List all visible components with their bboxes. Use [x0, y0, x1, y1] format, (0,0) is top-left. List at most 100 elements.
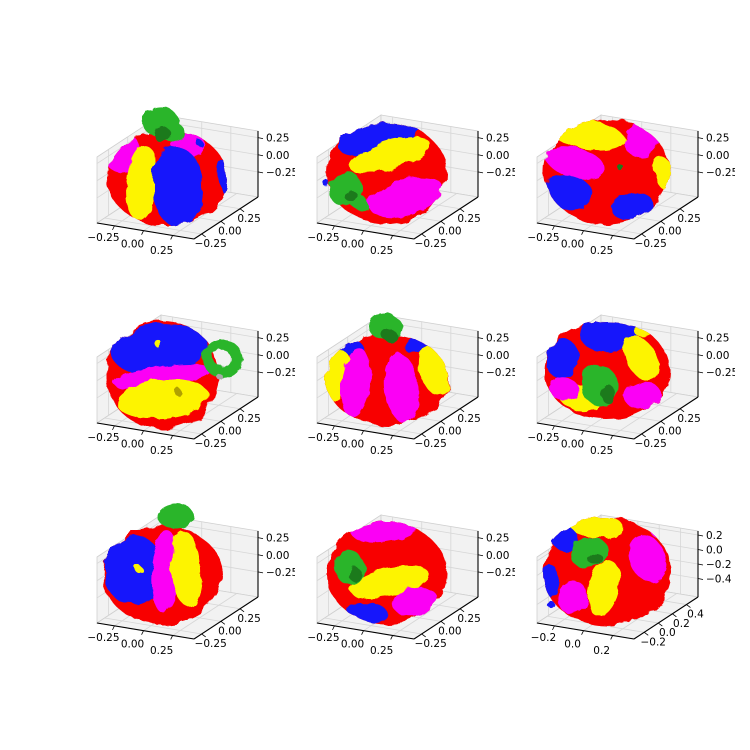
tick-mark: [697, 171, 704, 174]
tick-label: 0.25: [237, 613, 260, 625]
tick-label: 0.0: [564, 639, 581, 651]
grid-line: [324, 417, 422, 435]
tick-mark: [697, 154, 704, 157]
tick-mark: [477, 154, 484, 157]
grid-line: [104, 617, 202, 635]
tick-label: 0.00: [438, 225, 461, 237]
y-axis-spine: [413, 196, 479, 240]
tick-mark: [257, 154, 264, 157]
tick-mark: [477, 537, 484, 539]
tick-mark: [459, 208, 465, 213]
tick-mark: [610, 435, 614, 440]
tick-label: 0.25: [266, 333, 289, 345]
tick-label: 0.25: [590, 245, 613, 257]
tick-label: 0.00: [121, 639, 144, 651]
axis-spines: [316, 531, 479, 640]
tick-label: 0.25: [266, 533, 289, 545]
grid-line: [104, 217, 202, 235]
tick-mark: [459, 408, 465, 413]
tick-mark: [581, 230, 584, 235]
tick-label: −0.25: [307, 432, 339, 444]
tick-label: 0.25: [677, 413, 700, 425]
stem-patch: [345, 190, 357, 202]
tick-label: −0.25: [307, 632, 339, 644]
tick-mark: [440, 621, 446, 625]
segment-patch: [625, 382, 661, 410]
tick-mark: [686, 604, 691, 608]
tick-label: 0.00: [706, 350, 729, 362]
x-axis-spine: [536, 422, 635, 440]
tick-label: −0.2: [531, 632, 557, 644]
tick-mark: [552, 625, 555, 631]
segment-patch: [171, 531, 202, 607]
tick-mark: [697, 534, 704, 537]
tick-label: 0.0: [706, 544, 723, 556]
tick-label: 0.00: [438, 625, 461, 637]
tick-mark: [697, 371, 704, 374]
tick-label: 0.00: [486, 350, 509, 362]
plot3d-svg: −0.250.000.250.250.00−0.250.250.00−0.25: [307, 114, 515, 257]
tick-label: 0.4: [687, 609, 704, 621]
tick-mark: [477, 354, 484, 357]
tick-mark: [697, 137, 704, 139]
grid-line: [324, 217, 422, 235]
axis-spines: [96, 531, 259, 640]
segment-patch: [623, 336, 660, 381]
tick-mark: [201, 633, 206, 638]
segment-patch: [339, 122, 423, 157]
tick-mark: [610, 235, 614, 240]
tick-mark: [658, 622, 663, 627]
tick-mark: [477, 554, 484, 557]
segment-patch: [544, 146, 607, 180]
tick-label: −0.25: [266, 367, 295, 379]
tick-mark: [170, 435, 174, 440]
tick-label: 0.00: [218, 225, 241, 237]
stem-patch: [587, 552, 603, 565]
tick-mark: [257, 371, 264, 374]
tick-label: 0.25: [150, 445, 173, 457]
subplot-grid: −0.25 0.00 0.25 0.25 0.00 −0.25 0.25 0.00 −0.25 …: [75, 95, 735, 695]
axis-spines: [536, 131, 699, 240]
plot3d-svg: −0.250.000.250.250.00−0.250.250.00−0.25: [307, 313, 515, 457]
tick-label: 0.00: [561, 239, 584, 251]
segment-patch: [557, 581, 588, 614]
outlier-point: [173, 387, 182, 396]
tick-mark: [610, 635, 614, 640]
tick-label: −0.25: [266, 167, 295, 179]
tick-mark: [697, 354, 704, 357]
plot3d-svg: −0.20.00.20.40.20.0−0.20.20.0−0.2−0.4: [531, 514, 732, 657]
tick-mark: [220, 221, 226, 225]
tick-mark: [201, 233, 206, 238]
pumpkin-cloud: [105, 321, 242, 429]
tick-label: −0.25: [527, 232, 559, 244]
segment-patch: [546, 339, 578, 378]
tick-labels: −0.20.00.20.40.20.0−0.20.20.0−0.2−0.4: [531, 530, 732, 657]
pumpkin-cloud: [327, 522, 447, 625]
tick-mark: [477, 171, 484, 174]
tick-mark: [641, 233, 646, 238]
tick-mark: [361, 430, 364, 435]
tick-labels: −0.250.000.250.250.00−0.250.250.00−0.25: [87, 533, 295, 658]
tick-mark: [697, 549, 704, 551]
tick-label: 0.00: [121, 239, 144, 251]
tick-label: 0.25: [150, 645, 173, 657]
y-axis-spine: [633, 196, 699, 240]
plot3d-svg: −0.250.000.250.250.00−0.250.250.00−0.25: [527, 114, 735, 257]
tick-label: −0.25: [266, 567, 295, 579]
tick-label: 0.00: [341, 639, 364, 651]
tick-mark: [552, 425, 555, 431]
tick-labels: −0.250.000.250.250.00−0.250.250.00−0.25: [87, 133, 295, 258]
tick-mark: [141, 630, 144, 635]
plot3d-svg: −0.250.000.250.250.00−0.250.250.00−0.25: [307, 514, 515, 657]
tick-label: 0.25: [486, 533, 509, 545]
segment-patch: [351, 522, 420, 543]
tick-mark: [660, 421, 666, 425]
segment-patch: [340, 348, 371, 417]
x-axis-spine: [316, 222, 415, 240]
tick-label: 0.25: [706, 333, 729, 345]
segment-patch: [580, 321, 640, 353]
tick-label: 0.00: [486, 150, 509, 162]
outlier-point: [154, 339, 162, 348]
tick-labels: −0.250.000.250.250.00−0.250.250.00−0.25: [527, 333, 735, 458]
